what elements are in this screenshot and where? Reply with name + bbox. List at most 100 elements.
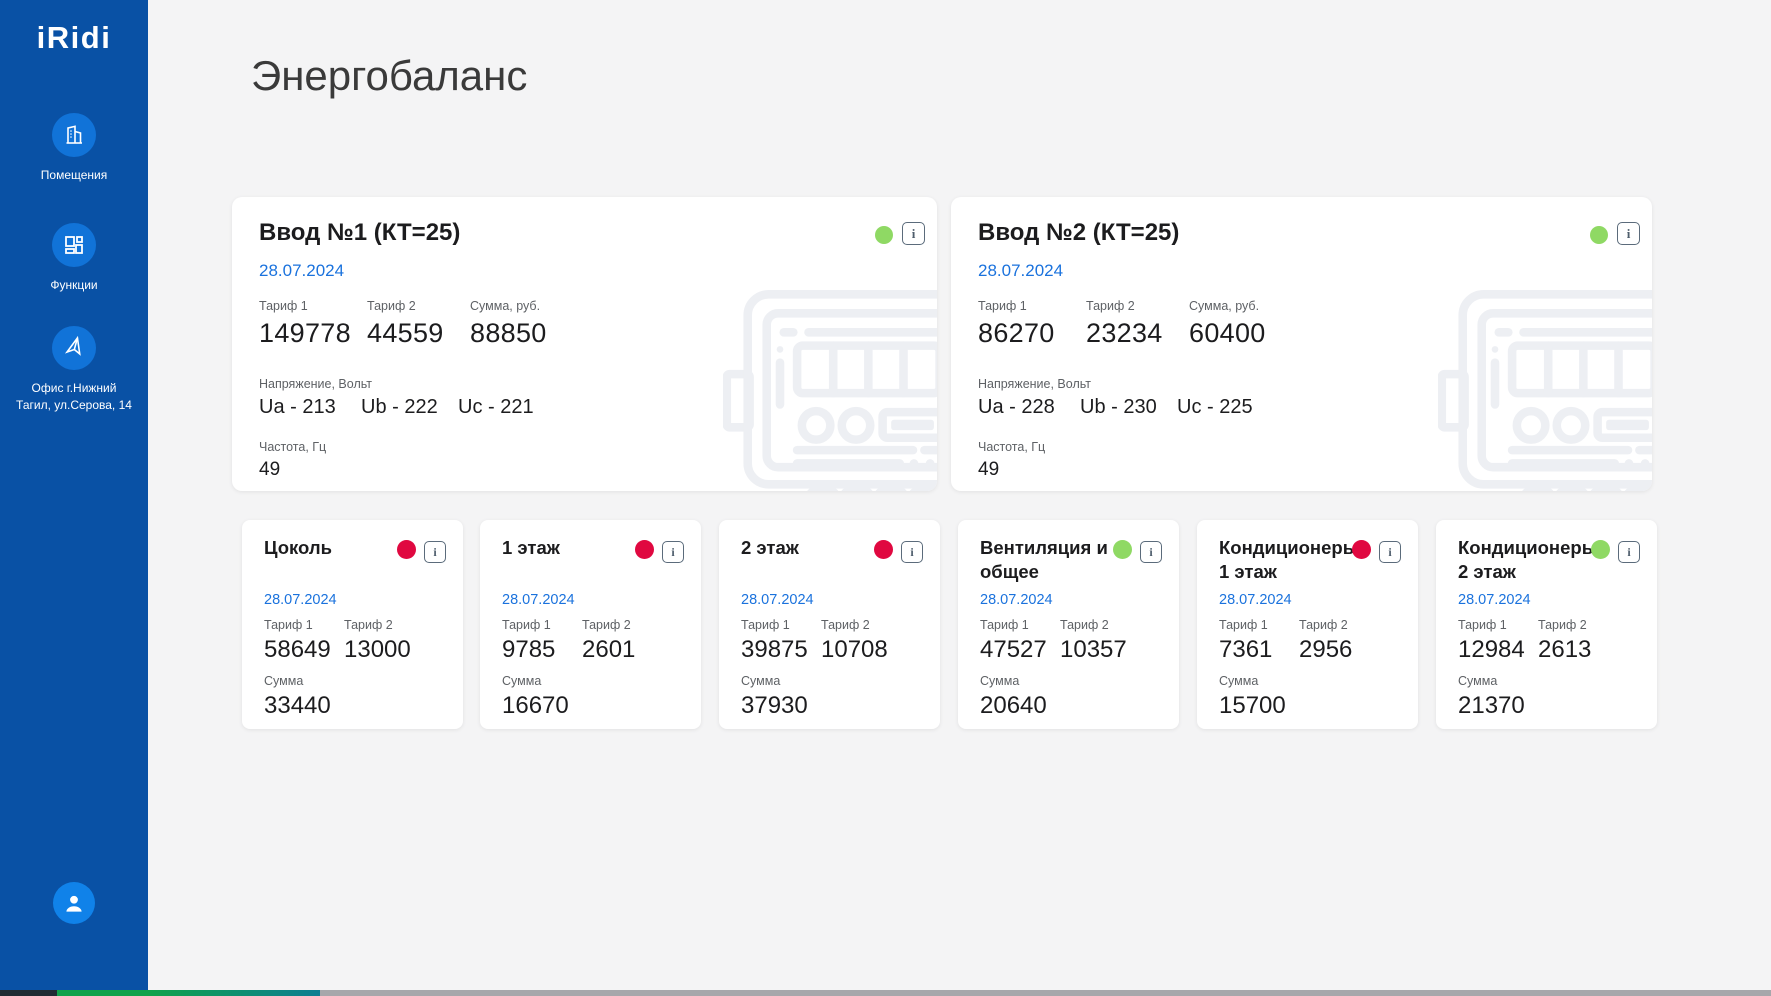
- frequency-label: Частота, Гц: [978, 440, 1046, 454]
- sum-label: Сумма: [1458, 674, 1498, 688]
- zone-card-floor2: 2 этаж i 28.07.2024 Тариф 1 39875 Тариф …: [719, 520, 940, 729]
- tariff1-block: Тариф 1 58649: [264, 618, 331, 664]
- tariff1-label: Тариф 1: [978, 299, 1027, 313]
- status-indicator: [1113, 540, 1132, 559]
- bottom-edge-strip: [0, 990, 1771, 996]
- voltage-ua: Ua - 213: [259, 396, 336, 418]
- sum-value: 15700: [1219, 692, 1286, 719]
- zone-title: Кондиционеры 2 этаж: [1458, 537, 1598, 582]
- strip-gradient-segment: [57, 990, 320, 996]
- tariff2-label: Тариф 2: [1086, 299, 1135, 313]
- tariff2-value: 10357: [1060, 636, 1127, 663]
- sum-label: Сумма: [980, 674, 1020, 688]
- strip-dark-segment: [0, 990, 57, 996]
- sum-value: 88850: [470, 318, 547, 348]
- tariff1-block: Тариф 1 86270: [978, 299, 1055, 349]
- zone-card-ac-floor1: Кондиционеры 1 этаж i 28.07.2024 Тариф 1…: [1197, 520, 1418, 729]
- status-indicator: [1591, 540, 1610, 559]
- voltage-ub: Ub - 230: [1080, 396, 1157, 418]
- tariff1-value: 86270: [978, 318, 1055, 348]
- sum-value: 21370: [1458, 692, 1525, 719]
- zone-date: 28.07.2024: [1219, 592, 1292, 608]
- tariff1-value: 47527: [980, 636, 1047, 663]
- voltage-uc: Uc - 221: [458, 396, 534, 418]
- sum-label: Сумма: [502, 674, 542, 688]
- status-indicator: [874, 540, 893, 559]
- tariff2-label: Тариф 2: [1060, 618, 1109, 632]
- user-avatar[interactable]: [53, 882, 95, 924]
- zone-title: 2 этаж: [741, 537, 799, 558]
- voltage-ub: Ub - 222: [361, 396, 438, 418]
- zone-title: Цоколь: [264, 537, 333, 558]
- sidebar-item-rooms[interactable]: Помещения: [0, 113, 148, 184]
- info-icon[interactable]: i: [662, 541, 684, 563]
- zone-title: Вентиляция и общее: [980, 537, 1108, 582]
- feeder-card-vvod1: Ввод №1 (КТ=25) i 28.07.2024 Тариф 1 149…: [232, 197, 937, 491]
- tariff1-label: Тариф 1: [502, 618, 551, 632]
- status-indicator: [1352, 540, 1371, 559]
- info-icon[interactable]: i: [1618, 541, 1640, 563]
- info-icon[interactable]: i: [902, 222, 925, 245]
- tariff1-value: 58649: [264, 636, 331, 663]
- info-icon[interactable]: i: [1379, 541, 1401, 563]
- info-icon[interactable]: i: [424, 541, 446, 563]
- tariff1-label: Тариф 1: [741, 618, 790, 632]
- office-label-line2: Тагил, ул.Серова, 14: [16, 398, 132, 412]
- sidebar-item-functions[interactable]: Функции: [0, 223, 148, 294]
- sum-value: 33440: [264, 692, 331, 719]
- tariff2-label: Тариф 2: [1299, 618, 1348, 632]
- tariff2-value: 10708: [821, 636, 888, 663]
- tariff1-block: Тариф 1 9785: [502, 618, 555, 664]
- sum-value: 16670: [502, 692, 569, 719]
- sum-value: 60400: [1189, 318, 1266, 348]
- electric-meter-graphic: [1438, 290, 1652, 491]
- sidebar: iRidi Помещения Функции: [0, 0, 148, 990]
- sum-label: Сумма: [741, 674, 781, 688]
- tariff1-label: Тариф 1: [980, 618, 1029, 632]
- feeder-title: Ввод №2 (КТ=25): [978, 219, 1180, 246]
- tariff2-label: Тариф 2: [1538, 618, 1587, 632]
- zone-date: 28.07.2024: [502, 592, 575, 608]
- sum-block: Сумма, руб. 60400: [1189, 299, 1266, 349]
- tariff2-value: 2613: [1538, 636, 1592, 663]
- sum-block: Сумма, руб. 88850: [470, 299, 547, 349]
- tariff2-block: Тариф 2 10357: [1060, 618, 1127, 664]
- sum-value: 20640: [980, 692, 1047, 719]
- tariff2-value: 2601: [582, 636, 636, 663]
- tariff2-value: 23234: [1086, 318, 1163, 348]
- tariff1-value: 9785: [502, 636, 556, 663]
- info-icon[interactable]: i: [1140, 541, 1162, 563]
- sidebar-item-office[interactable]: Офис г.Нижний Тагил, ул.Серова, 14: [0, 326, 148, 414]
- tariff1-block: Тариф 1 12984: [1458, 618, 1525, 664]
- tariff1-label: Тариф 1: [264, 618, 313, 632]
- info-icon[interactable]: i: [901, 541, 923, 563]
- tariff1-block: Тариф 1 47527: [980, 618, 1047, 664]
- grid-icon: [52, 223, 96, 267]
- electric-meter-graphic: [723, 290, 937, 491]
- info-icon[interactable]: i: [1617, 222, 1640, 245]
- status-indicator: [1590, 226, 1608, 244]
- frequency-value: 49: [978, 459, 1000, 480]
- brand-logo: iRidi: [36, 20, 112, 55]
- voltage-uc: Uc - 225: [1177, 396, 1253, 418]
- sum-label: Сумма, руб.: [470, 299, 541, 313]
- tariff2-label: Тариф 2: [582, 618, 631, 632]
- tariff2-label: Тариф 2: [821, 618, 870, 632]
- feeder-card-vvod2: Ввод №2 (КТ=25) i 28.07.2024 Тариф 1 862…: [951, 197, 1652, 491]
- sidebar-item-label: Функции: [50, 278, 98, 292]
- zone-date: 28.07.2024: [264, 592, 337, 608]
- sum-block: Сумма 37930: [741, 674, 808, 720]
- feeder-date: 28.07.2024: [259, 261, 345, 280]
- voltage-label: Напряжение, Вольт: [978, 377, 1091, 391]
- tariff1-label: Тариф 1: [259, 299, 308, 313]
- zone-card-tsokol: Цоколь i 28.07.2024 Тариф 1 58649 Тариф …: [242, 520, 463, 729]
- tariff1-label: Тариф 1: [1458, 618, 1507, 632]
- sum-label: Сумма, руб.: [1189, 299, 1260, 313]
- sum-block: Сумма 15700: [1219, 674, 1286, 720]
- tariff2-block: Тариф 2 2613: [1538, 618, 1591, 664]
- tariff2-label: Тариф 2: [367, 299, 416, 313]
- frequency-label: Частота, Гц: [259, 440, 327, 454]
- voltage-label: Напряжение, Вольт: [259, 377, 372, 391]
- tariff1-value: 39875: [741, 636, 808, 663]
